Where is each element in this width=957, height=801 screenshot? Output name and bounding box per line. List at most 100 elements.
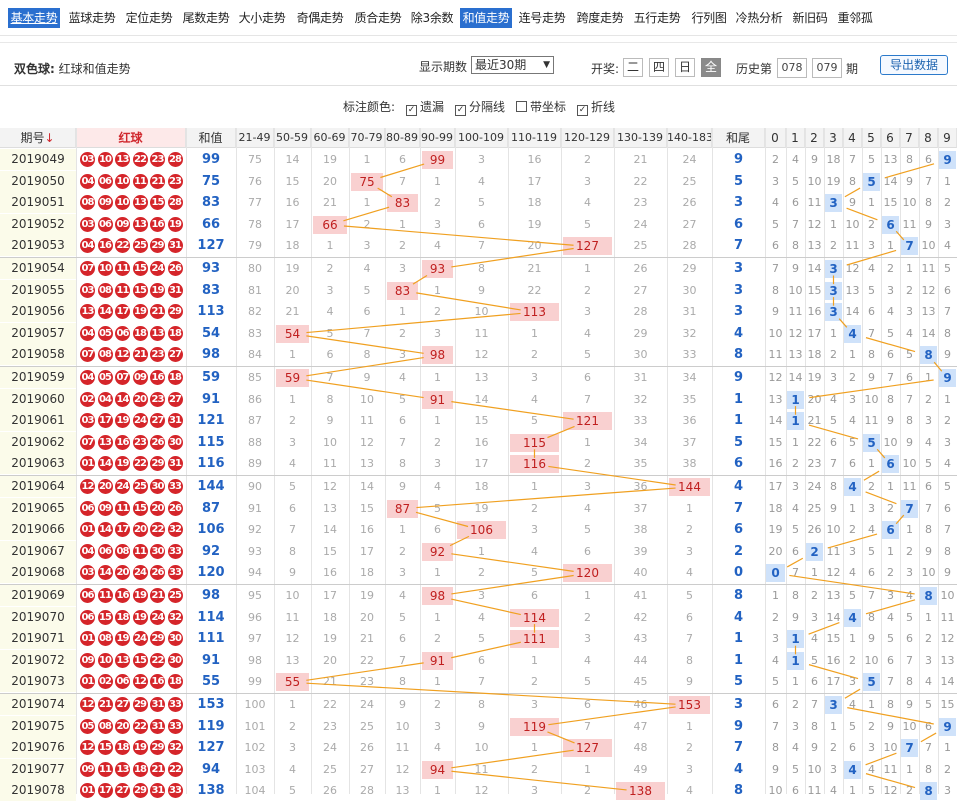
tab-8[interactable]: 和值走势	[460, 8, 512, 28]
tail-omission-value: 5	[925, 698, 932, 711]
tab-2[interactable]: 定位走势	[125, 11, 173, 25]
tail-omission-value: 5	[849, 589, 856, 602]
omission-value: 1	[531, 326, 538, 340]
export-data-button[interactable]: 导出数据	[880, 55, 948, 75]
sum-value: 91	[201, 391, 221, 407]
red-ball: 30	[150, 543, 165, 559]
omission-value: 2	[478, 566, 485, 580]
sort-arrow-icon[interactable]: ↓	[44, 131, 55, 145]
tail-value: 1	[733, 652, 744, 668]
omission-value: 19	[360, 589, 374, 602]
tail-omission-value: 7	[811, 698, 818, 711]
tab-11[interactable]: 五行走势	[633, 11, 681, 25]
omission-value: 7	[399, 174, 406, 188]
omission-value: 10	[474, 741, 489, 755]
tail-omission-value: 4	[887, 305, 894, 319]
group-separator	[0, 366, 957, 367]
tail-omission-value: 10	[921, 239, 936, 253]
tail-omission-value: 6	[925, 480, 932, 493]
omission-value: 96	[248, 610, 262, 624]
omission-value: 3	[434, 719, 441, 733]
draw-day-tue-button[interactable]: 二	[623, 58, 643, 77]
tail-hit-cell: 6	[882, 215, 899, 234]
red-ball: 13	[97, 434, 113, 450]
checkbox-icon[interactable]: ✓	[577, 105, 588, 116]
tail-omission-value: 13	[845, 283, 860, 297]
tab-4[interactable]: 大小走势	[238, 11, 286, 25]
omission-value: 2	[584, 153, 591, 166]
red-ball: 07	[80, 434, 95, 450]
red-balls-cell: 09 10 13 15 22 30	[76, 650, 186, 671]
tail-hit-cell: 5	[863, 172, 880, 191]
option-separator[interactable]: ✓ 分隔线	[455, 100, 506, 116]
tail-omission-value: 1	[925, 371, 932, 384]
option-omission[interactable]: ✓ 遗漏	[406, 100, 445, 116]
period-select[interactable]: 最近30期 ▼	[471, 56, 554, 74]
red-ball: 16	[115, 434, 130, 450]
option-polyline[interactable]: ✓ 折线	[577, 100, 616, 116]
issue-header[interactable]: 期号↓	[0, 128, 76, 148]
omission-value: 49	[633, 762, 648, 776]
tail-omission-value: 15	[768, 435, 783, 449]
tail-omission-value: 5	[792, 762, 799, 776]
tail-omission-value: 7	[906, 392, 913, 406]
tail-omission-value: 6	[849, 741, 856, 755]
tab-5[interactable]: 奇偶走势	[296, 11, 344, 25]
tail-hit-cell: 3	[825, 194, 842, 213]
tail-omission-value: 1	[906, 523, 913, 537]
history-from-input[interactable]: 078	[777, 58, 807, 78]
tab-6[interactable]: 质合走势	[354, 11, 402, 25]
omission-value: 18	[323, 610, 337, 624]
tail-omission-value: 10	[883, 435, 898, 449]
draw-day-thu-button[interactable]: 四	[649, 58, 669, 77]
tab-3[interactable]: 尾数走势	[182, 11, 230, 25]
sum-hit-cell: 59	[276, 369, 309, 387]
omission-value: 2	[584, 457, 591, 471]
omission-value: 5	[289, 784, 296, 798]
tab-14[interactable]: 新旧码	[792, 11, 828, 25]
draw-day-sun-button[interactable]: 日	[675, 58, 695, 77]
tail-omission-value: 8	[792, 589, 799, 602]
option-coordinates[interactable]: 带坐标	[516, 98, 566, 115]
tail-omission-value: 5	[868, 153, 875, 166]
omission-value: 21	[360, 632, 374, 646]
omission-value: 1	[584, 435, 591, 449]
history-to-input[interactable]: 079	[812, 58, 842, 78]
sum-value: 138	[197, 783, 225, 799]
tab-10[interactable]: 跨度走势	[576, 11, 624, 25]
tail-omission-value: 13	[921, 305, 936, 319]
range-header-6: 100-109	[455, 128, 508, 148]
omission-value: 4	[434, 741, 441, 755]
tab-0[interactable]: 基本走势	[8, 8, 60, 28]
tab-9[interactable]: 连号走势	[518, 11, 566, 25]
tail-omission-value: 11	[826, 544, 841, 558]
tail-value: 5	[733, 674, 744, 690]
tab-1[interactable]: 蓝球走势	[68, 11, 116, 25]
sum-value: 99	[201, 152, 221, 167]
red-ball: 14	[97, 304, 113, 320]
omission-value: 21	[323, 196, 337, 210]
checkbox-icon[interactable]: ✓	[455, 105, 466, 116]
red-balls-cell: 07 10 11 15 24 26	[76, 258, 186, 279]
checkbox-icon[interactable]	[516, 101, 527, 112]
tab-13[interactable]: 冷热分析	[735, 11, 783, 25]
checkbox-icon[interactable]: ✓	[406, 105, 417, 116]
red-ball: 26	[167, 500, 183, 516]
column-divider	[385, 128, 386, 794]
tab-7[interactable]: 除3余数	[410, 11, 454, 25]
sum-value: 66	[201, 216, 221, 232]
tail-hit-cell: 2	[806, 542, 823, 561]
tail-omission-value: 7	[868, 326, 875, 340]
tail-omission-value: 3	[849, 675, 856, 689]
tail-omission-value: 9	[906, 698, 913, 711]
omission-value: 2	[584, 610, 591, 624]
omission-value: 28	[682, 239, 697, 253]
omission-value: 28	[360, 784, 374, 798]
tail-omission-value: 4	[830, 784, 837, 798]
draw-day-all-button[interactable]: 全	[701, 58, 721, 77]
omission-value: 4	[584, 501, 591, 515]
red-ball: 26	[167, 261, 183, 276]
tab-15[interactable]: 重邻孤	[837, 11, 873, 25]
tab-12[interactable]: 行列图	[691, 11, 727, 25]
omission-value: 3	[531, 371, 538, 384]
